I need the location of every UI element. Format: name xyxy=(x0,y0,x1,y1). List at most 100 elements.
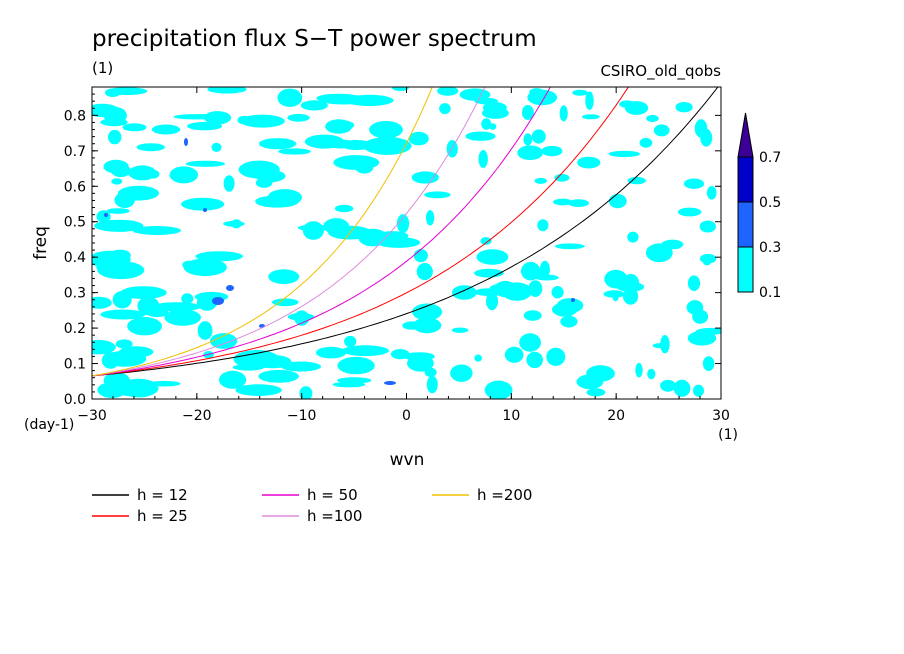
x-axis-unit: (1) xyxy=(718,427,738,443)
contour-patch xyxy=(152,302,202,312)
contour-patch xyxy=(554,243,585,250)
contour-patch xyxy=(527,89,558,106)
contour-patch xyxy=(562,305,574,317)
contour-patch xyxy=(127,317,162,336)
contour-patch xyxy=(337,356,375,375)
contour-patch xyxy=(332,381,366,388)
colorbar-label: 0.5 xyxy=(759,195,781,211)
contour-patch xyxy=(559,105,568,122)
contour-patch xyxy=(603,290,625,298)
contour-patch xyxy=(96,261,138,274)
contour-patch xyxy=(677,207,702,217)
contour-patch xyxy=(687,330,717,346)
contour-patch xyxy=(112,291,132,309)
x-tick-label: 30 xyxy=(712,408,730,424)
contour-patch xyxy=(560,315,578,328)
contour-patch xyxy=(132,226,181,235)
contour-patch xyxy=(476,249,509,265)
x-axis: −30 −20 −10 0 10 20 30 xyxy=(77,87,730,424)
contour-patch xyxy=(481,118,492,130)
contour-patch xyxy=(316,346,347,359)
contour-patch xyxy=(334,204,354,213)
legend: h = 12 h = 25 h = 50 h =100 h =200 xyxy=(92,486,532,525)
colorbar-arrow xyxy=(737,112,754,158)
contour-patch xyxy=(700,128,713,147)
contour-patch xyxy=(582,114,600,120)
contour-patch xyxy=(624,101,649,115)
y-tick-label: 0.4 xyxy=(64,250,86,266)
contour-patch xyxy=(299,386,313,399)
contour-patch xyxy=(424,191,451,199)
contour-patch xyxy=(287,113,310,122)
contour-patch xyxy=(653,124,670,137)
x-tick-label: −30 xyxy=(77,408,107,424)
contour-patch xyxy=(482,102,507,114)
contour-patch xyxy=(341,345,389,357)
contour-patch xyxy=(702,356,715,371)
contour-patch xyxy=(181,197,225,211)
contour-patch xyxy=(571,298,575,302)
contour-patch xyxy=(111,164,131,178)
contour-patch xyxy=(652,343,669,349)
contour-patch xyxy=(608,150,640,158)
contour-patch xyxy=(384,381,396,385)
contour-patch xyxy=(164,309,201,326)
contour-patch xyxy=(639,137,653,148)
contour-patch xyxy=(272,298,299,307)
contour-patch xyxy=(526,351,543,369)
contour-patch xyxy=(151,124,181,135)
contour-patch xyxy=(541,145,563,157)
series-line-h25 xyxy=(92,87,629,377)
contour-patch xyxy=(204,111,232,125)
contour-patch xyxy=(683,178,705,189)
x-tick-label: −20 xyxy=(182,408,212,424)
contour-patch xyxy=(451,327,469,333)
contour-patch xyxy=(108,129,122,145)
contour-patch xyxy=(137,296,160,316)
contour-patch xyxy=(646,114,659,123)
contour-patch xyxy=(211,142,222,152)
contour-patch xyxy=(437,87,459,96)
contour-patch xyxy=(459,88,491,101)
contour-patch xyxy=(501,282,532,301)
y-tick-label: 0.1 xyxy=(64,357,86,373)
y-axis-label: freq xyxy=(31,226,51,260)
contour-patch xyxy=(278,148,311,155)
contour-patch xyxy=(233,350,280,369)
contour-patch xyxy=(528,280,543,297)
contour-patch xyxy=(240,114,285,128)
contour-patch xyxy=(531,129,546,144)
contour-patch xyxy=(699,220,716,233)
y-tick-label: 0.3 xyxy=(64,286,86,302)
y-tick-label: 0.7 xyxy=(64,144,86,160)
contour-patch xyxy=(185,160,226,167)
contour-patch xyxy=(692,309,709,324)
contour-patch xyxy=(344,335,357,348)
contour-patch xyxy=(539,260,550,279)
contour-patch xyxy=(586,388,606,397)
contour-patch xyxy=(484,380,513,399)
y-tick-label: 0.0 xyxy=(64,392,86,408)
contour-patch xyxy=(197,321,213,340)
contour-patch xyxy=(195,251,243,262)
colorbar-swatch xyxy=(737,156,754,203)
contour-patch xyxy=(426,375,438,394)
contour-patch xyxy=(92,103,119,118)
contour-patch xyxy=(182,260,196,270)
contour-patch xyxy=(504,346,524,363)
contour-patch xyxy=(345,94,394,106)
contour-patch xyxy=(535,274,559,281)
contour-patch xyxy=(219,370,247,389)
contour-patch xyxy=(478,150,488,168)
contour-patch xyxy=(627,176,646,185)
contour-patch xyxy=(521,105,534,120)
contour-patch xyxy=(300,100,328,111)
y-tick-label: 0.6 xyxy=(64,179,86,195)
contour-patch xyxy=(450,364,473,382)
contour-patch xyxy=(489,123,497,130)
colorbar-swatch xyxy=(737,201,754,248)
x-tick-label: 20 xyxy=(607,408,625,424)
contour-patch xyxy=(416,263,433,281)
contour-patch xyxy=(537,219,549,232)
contour-patch xyxy=(412,303,443,321)
